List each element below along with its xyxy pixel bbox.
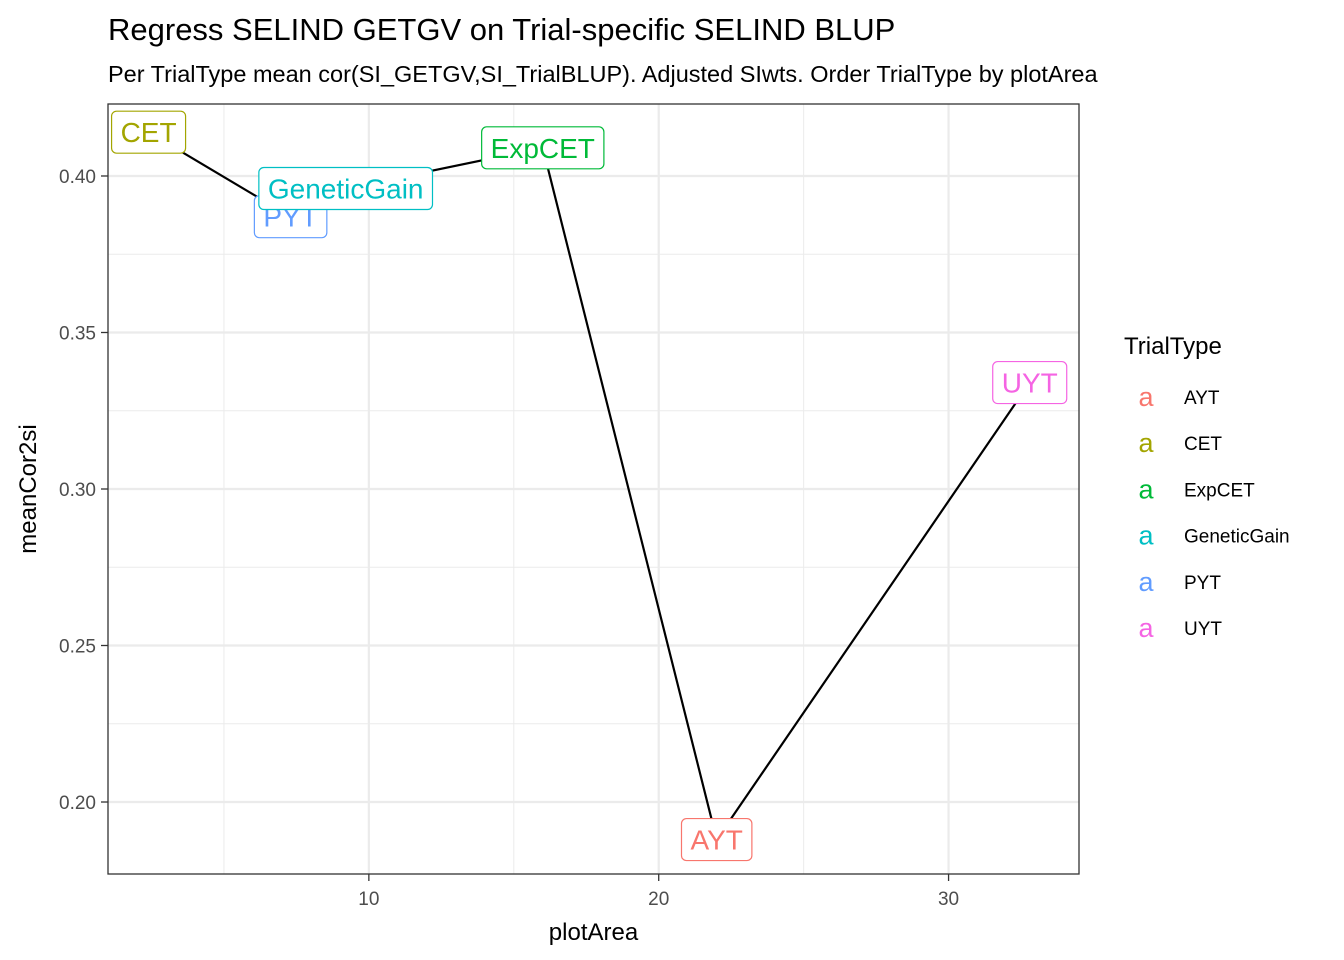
point-label-text: UYT bbox=[1002, 368, 1058, 399]
y-axis: 0.20 0.25 0.30 0.35 0.40 bbox=[59, 167, 108, 814]
legend-key: a bbox=[1138, 428, 1154, 458]
point-label-text: ExpCET bbox=[491, 133, 595, 164]
x-axis-title: plotArea bbox=[549, 919, 639, 946]
legend-label: GeneticGain bbox=[1184, 527, 1290, 548]
legend-item-cet: a CET bbox=[1138, 428, 1222, 458]
x-tick-label: 20 bbox=[648, 889, 669, 910]
legend-item-expcet: a ExpCET bbox=[1138, 474, 1255, 504]
y-tick-label: 0.25 bbox=[59, 637, 96, 658]
y-tick-label: 0.30 bbox=[59, 480, 96, 501]
legend-item-pyt: a PYT bbox=[1138, 567, 1221, 597]
legend-item-uyt: a UYT bbox=[1138, 613, 1222, 643]
legend-title: TrialType bbox=[1124, 333, 1222, 360]
point-label-box bbox=[258, 166, 434, 211]
legend-key: a bbox=[1138, 382, 1154, 412]
point-label-text: CET bbox=[121, 117, 177, 148]
x-tick-label: 30 bbox=[938, 889, 959, 910]
legend-label: UYT bbox=[1184, 619, 1222, 640]
legend-key: a bbox=[1138, 613, 1154, 643]
y-tick-label: 0.35 bbox=[59, 323, 96, 344]
point-label-box bbox=[680, 817, 753, 862]
legend-item-ayt: a AYT bbox=[1138, 382, 1219, 412]
point-label-text: AYT bbox=[690, 825, 742, 856]
legend-key: a bbox=[1138, 521, 1154, 551]
chart-title: Regress SELIND GETGV on Trial-specific S… bbox=[108, 12, 895, 47]
point-label-box bbox=[481, 126, 605, 170]
point-label-geneticgain: GeneticGain bbox=[258, 166, 434, 211]
legend-label: AYT bbox=[1184, 388, 1220, 409]
y-axis-title: meanCor2si bbox=[15, 424, 42, 553]
y-tick-label: 0.20 bbox=[59, 793, 96, 814]
point-label-ayt: AYT bbox=[680, 817, 753, 862]
point-label-box bbox=[110, 110, 187, 154]
legend: TrialType a AYT a CET a ExpCET a GeneticGain a PY… bbox=[1124, 333, 1290, 643]
y-tick-label: 0.40 bbox=[59, 167, 96, 188]
chart-subtitle: Per TrialType mean cor(SI_GETGV,SI_Trial… bbox=[108, 61, 1099, 87]
legend-label: PYT bbox=[1184, 573, 1221, 594]
legend-key: a bbox=[1138, 567, 1154, 597]
point-label-box bbox=[992, 360, 1068, 405]
x-axis: 10 20 30 bbox=[358, 874, 959, 910]
legend-label: ExpCET bbox=[1184, 480, 1255, 501]
legend-items: a AYT a CET a ExpCET a GeneticGain a PYT a UYT bbox=[1138, 382, 1289, 643]
point-label-uyt: UYT bbox=[992, 360, 1068, 405]
legend-label: CET bbox=[1184, 434, 1222, 455]
x-tick-label: 10 bbox=[358, 889, 379, 910]
legend-key: a bbox=[1138, 474, 1154, 504]
legend-item-geneticgain: a GeneticGain bbox=[1138, 521, 1289, 551]
point-label-expcet: ExpCET bbox=[481, 126, 605, 170]
point-label-cet: CET bbox=[110, 110, 187, 154]
point-label-text: GeneticGain bbox=[268, 174, 424, 205]
grid-major bbox=[108, 104, 1079, 874]
